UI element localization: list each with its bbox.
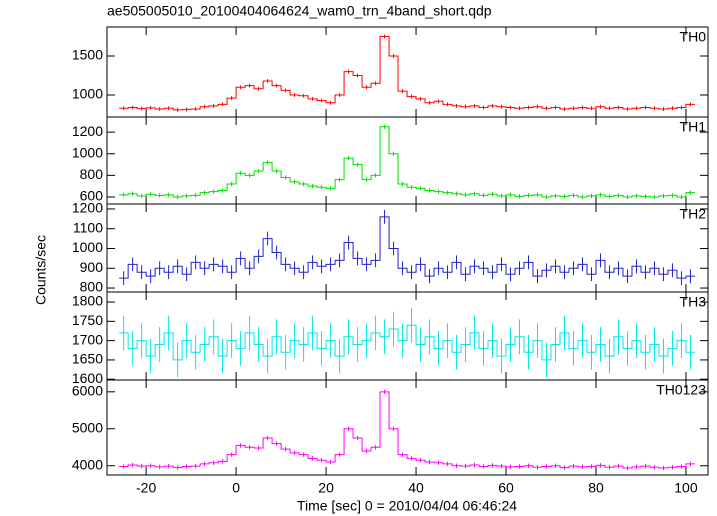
panel-label: TH0 xyxy=(680,29,707,45)
panel-frame xyxy=(106,203,709,293)
chart-title: ae505005010_20100404064624_wam0_trn_4ban… xyxy=(107,3,492,19)
light-curve xyxy=(119,391,695,469)
x-tick-label: 20 xyxy=(318,480,334,496)
x-tick-label: 0 xyxy=(232,480,240,496)
y-tick-label: 1000 xyxy=(72,239,103,255)
x-tick-label: 100 xyxy=(674,480,698,496)
y-tick-label: 1700 xyxy=(72,331,103,347)
y-tick-label: 800 xyxy=(80,166,104,182)
x-tick-label: 40 xyxy=(408,480,424,496)
light-curve xyxy=(119,36,695,111)
x-axis-label: Time [sec] 0 = 2010/04/04 06:46:24 xyxy=(297,498,517,514)
y-tick-label: 1800 xyxy=(72,293,103,309)
y-tick-label: 900 xyxy=(80,259,104,275)
light-curve xyxy=(119,126,695,198)
y-tick-label: 1200 xyxy=(72,123,103,139)
y-tick-label: 6000 xyxy=(72,383,103,399)
y-tick-label: 1200 xyxy=(72,200,103,216)
y-tick-label: 600 xyxy=(80,188,104,204)
y-tick-label: 1600 xyxy=(72,370,103,386)
panel-label: TH2 xyxy=(680,206,707,222)
y-tick-label: 800 xyxy=(80,279,104,295)
y-tick-label: 5000 xyxy=(72,419,103,435)
light-curve xyxy=(119,324,695,361)
panel-label: TH0123 xyxy=(656,382,706,398)
x-tick-label: 60 xyxy=(498,480,514,496)
y-tick-label: 4000 xyxy=(72,456,103,472)
x-tick-label: -20 xyxy=(136,480,156,496)
light-curve xyxy=(119,216,695,279)
y-tick-label: 1100 xyxy=(73,219,103,235)
y-tick-label: 1500 xyxy=(72,47,103,63)
panel-frame xyxy=(106,379,709,476)
panel-frame xyxy=(106,116,709,205)
panel-frame xyxy=(106,26,709,118)
y-tick-label: 1000 xyxy=(72,86,103,102)
y-tick-label: 1750 xyxy=(72,312,103,328)
x-tick-label: 80 xyxy=(588,480,604,496)
y-axis-label: Counts/sec xyxy=(33,235,49,305)
y-tick-label: 1650 xyxy=(72,351,103,367)
y-tick-label: 1000 xyxy=(72,144,103,160)
